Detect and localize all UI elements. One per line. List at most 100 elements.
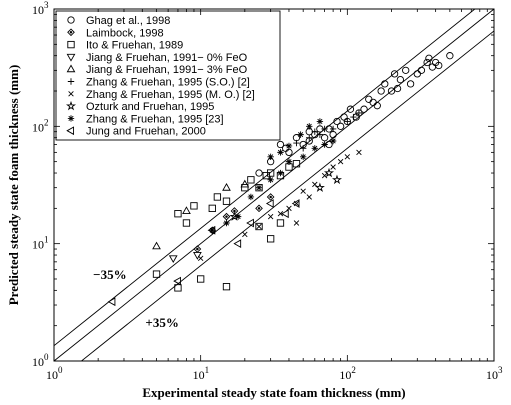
x-tick-label-2: 102 (339, 365, 356, 382)
annotations: −35% +35% (93, 267, 179, 330)
data-point-s6-4 (277, 210, 284, 217)
data-point-s6-3 (267, 213, 274, 220)
data-point-s2-17 (222, 283, 231, 291)
data-point-s6-10 (330, 164, 336, 170)
x-tick-label-1: 101 (193, 365, 210, 382)
data-point-s6-13 (356, 149, 362, 156)
data-point-s6-8 (312, 181, 318, 188)
data-point-s2-0 (174, 210, 182, 218)
data-point-s0-17 (373, 102, 381, 110)
x-axis-label: Experimental steady state foam thickness… (142, 385, 405, 400)
data-point-s0-37 (333, 117, 341, 126)
data-point-s4-0 (152, 241, 161, 250)
data-point-s8-2 (234, 213, 242, 220)
data-point-s1-5 (266, 193, 275, 201)
data-point-s5-1 (299, 145, 307, 152)
data-point-s8-5 (267, 176, 274, 184)
data-point-s2-5 (222, 197, 231, 205)
data-point-s9-0 (107, 297, 116, 307)
data-point-s0-39 (425, 54, 433, 62)
data-point-s0-6 (320, 134, 329, 142)
data-point-s4-2 (222, 182, 231, 191)
data-point-s8-13 (285, 142, 293, 150)
legend-marker-9 (66, 126, 75, 136)
reference-line-2 (80, 30, 494, 361)
data-point-s0-32 (276, 140, 285, 149)
data-point-s5-7 (350, 113, 357, 121)
data-point-s8-8 (299, 153, 307, 160)
legend-marker-1 (67, 28, 75, 37)
data-point-s9-7 (291, 199, 300, 208)
data-point-s6-12 (344, 154, 351, 160)
data-point-s0-30 (435, 61, 443, 70)
data-point-s8-11 (329, 137, 337, 145)
data-point-s5-5 (329, 125, 337, 133)
legend-marker-3 (66, 53, 76, 62)
data-point-s6-11 (337, 158, 344, 165)
data-point-s8-16 (267, 153, 274, 160)
legend-label-5: Zhang & Fruehan, 1995 (S.O.) [2] (86, 77, 250, 89)
legend-marker-5 (67, 78, 75, 85)
data-point-s2-2 (190, 202, 198, 210)
tick-labels: 100 101 102 103 100 101 102 103 (32, 0, 503, 382)
data-point-s8-3 (247, 193, 255, 201)
data-point-s0-35 (255, 169, 263, 177)
legend-marker-7 (65, 100, 77, 111)
legend-marker-8 (67, 115, 75, 122)
data-point-s9-5 (265, 199, 274, 208)
data-point-s8-14 (306, 123, 313, 130)
data-points (107, 52, 454, 307)
data-point-s2-16 (255, 222, 263, 231)
data-point-s5-3 (311, 128, 318, 135)
reference-line-0 (54, 9, 494, 361)
data-point-s6-2 (256, 223, 262, 230)
data-point-s6-0 (197, 255, 204, 262)
data-point-s2-6 (241, 184, 249, 192)
data-point-s3-0 (168, 255, 178, 264)
y-tick-label-1: 101 (32, 235, 49, 252)
data-point-s2-10 (266, 169, 275, 177)
data-point-s9-2 (207, 225, 216, 235)
data-point-s2-9 (262, 171, 270, 180)
data-point-s8-9 (311, 145, 318, 152)
data-point-s2-7 (247, 176, 255, 184)
data-point-s5-6 (344, 118, 351, 125)
data-point-s5-2 (306, 134, 313, 141)
data-point-s2-13 (292, 160, 301, 168)
legend-marker-0 (67, 16, 75, 24)
data-point-s0-28 (428, 63, 437, 71)
data-point-s8-7 (285, 158, 293, 165)
data-point-s9-4 (246, 218, 254, 228)
data-point-s5-4 (321, 125, 328, 133)
data-point-s0-33 (285, 148, 293, 157)
data-point-s5-10 (316, 131, 324, 138)
data-point-s2-19 (174, 284, 182, 292)
data-point-s4-1 (182, 206, 191, 214)
data-point-s5-8 (355, 109, 363, 117)
data-point-s0-24 (406, 80, 415, 88)
data-point-s2-15 (276, 219, 285, 227)
data-point-s0-10 (340, 113, 348, 121)
legend-label-6: Zhang & Fruehan, 1995 (M. O.) [2] (86, 89, 255, 101)
data-point-s8-17 (297, 131, 304, 138)
y-tick-label-0: 100 (32, 352, 49, 369)
data-point-s7-1 (323, 167, 335, 178)
axis-ticks (53, 9, 494, 362)
data-point-s2-3 (208, 204, 216, 212)
legend-label-9: Jung and Fruehan, 2000 (86, 126, 206, 138)
legend-box (55, 10, 281, 141)
data-point-s0-12 (346, 105, 355, 113)
data-point-s6-5 (286, 205, 292, 212)
data-point-s2-4 (213, 193, 222, 201)
data-point-s8-1 (223, 219, 230, 227)
data-point-s1-4 (255, 204, 263, 213)
data-point-s2-20 (152, 270, 161, 278)
data-point-s0-31 (446, 52, 454, 60)
data-point-s0-19 (381, 80, 389, 88)
legend-label-8: Zhang & Fruehan, 1995 [23] (86, 113, 224, 125)
legend-label-4: Jiang & Fruehan, 1991− 3% FeO (86, 64, 248, 76)
data-point-s0-15 (360, 105, 368, 113)
data-point-s6-1 (242, 231, 248, 238)
